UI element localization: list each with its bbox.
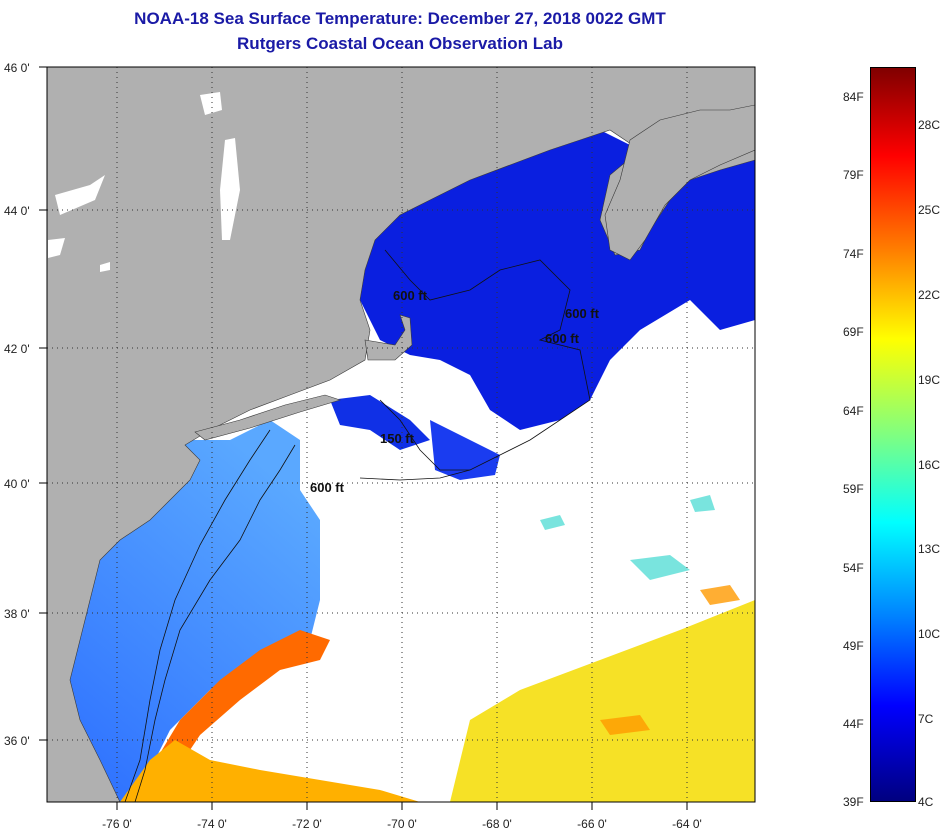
lon-tick-label: -70 0' xyxy=(387,817,417,831)
contour-label: 600 ft xyxy=(310,480,345,495)
colorbar-f-label: 69F xyxy=(843,325,864,339)
colorbar-f-label: 64F xyxy=(843,404,864,418)
colorbar-f-label: 74F xyxy=(843,247,864,261)
lon-tick-label: -76 0' xyxy=(102,817,132,831)
temperature-colorbar xyxy=(870,67,916,802)
lat-tick-label: 46 0' xyxy=(4,61,30,75)
colorbar-c-label: 22C xyxy=(918,288,941,302)
colorbar-f-label: 54F xyxy=(843,561,864,575)
lat-lon-grid xyxy=(47,67,755,802)
colorbar-c-label: 7C xyxy=(918,712,934,726)
lon-tick-label: -66 0' xyxy=(577,817,607,831)
lat-tick-label: 38 0' xyxy=(4,607,30,621)
teal-eddies xyxy=(540,495,715,580)
colorbar-f-label: 44F xyxy=(843,717,864,731)
lat-tick-label: 44 0' xyxy=(4,204,30,218)
map-title: NOAA-18 Sea Surface Temperature: Decembe… xyxy=(134,9,666,28)
lat-tick-label: 36 0' xyxy=(4,734,30,748)
axis-ticks xyxy=(39,66,688,810)
colorbar-c-label: 19C xyxy=(918,373,941,387)
lon-tick-label: -64 0' xyxy=(672,817,702,831)
colorbar-f-label: 79F xyxy=(843,168,864,182)
contour-label: 600 ft xyxy=(393,288,428,303)
warm-patches xyxy=(600,585,740,735)
colorbar-c-label: 25C xyxy=(918,203,941,217)
colorbar-f-label: 49F xyxy=(843,639,864,653)
land-mass xyxy=(47,67,755,802)
contour-label: 600 ft xyxy=(565,306,600,321)
colorbar-c-label: 28C xyxy=(918,118,941,132)
southern-new-england-water xyxy=(330,395,430,450)
colorbar-c-label: 16C xyxy=(918,458,941,472)
lat-tick-label: 42 0' xyxy=(4,342,30,356)
lon-tick-label: -74 0' xyxy=(197,817,227,831)
long-island xyxy=(194,394,341,441)
nova-scotia xyxy=(604,104,755,261)
warm-southeast-water xyxy=(450,600,755,802)
colorbar-c-label: 4C xyxy=(918,795,934,809)
contour-label: 150 ft xyxy=(380,431,415,446)
contour-label: 600 ft xyxy=(545,331,580,346)
colorbar-c-label: 10C xyxy=(918,627,941,641)
inland-lakes xyxy=(48,92,240,272)
map-frame xyxy=(46,66,756,803)
colorbar-f-label: 84F xyxy=(843,90,864,104)
colorbar-f-label: 39F xyxy=(843,795,864,809)
lon-tick-labels: -76 0' -74 0' -72 0' -70 0' -68 0' -66 0… xyxy=(102,817,702,831)
gulf-stream-core xyxy=(120,740,420,802)
lat-tick-label: 40 0' xyxy=(4,477,30,491)
colorbar-f-label: 59F xyxy=(843,482,864,496)
lon-tick-label: -72 0' xyxy=(292,817,322,831)
bathymetry-contours xyxy=(124,249,591,802)
lat-tick-labels: 46 0' 44 0' 42 0' 40 0' 38 0' 36 0' xyxy=(4,61,30,748)
georges-bank-water xyxy=(430,420,500,480)
colorbar-c-label: 13C xyxy=(918,542,941,556)
cape-cod xyxy=(364,314,413,361)
lon-tick-label: -68 0' xyxy=(482,817,512,831)
map-subtitle: Rutgers Coastal Ocean Observation Lab xyxy=(237,34,563,53)
scotian-shelf-water xyxy=(640,160,755,330)
